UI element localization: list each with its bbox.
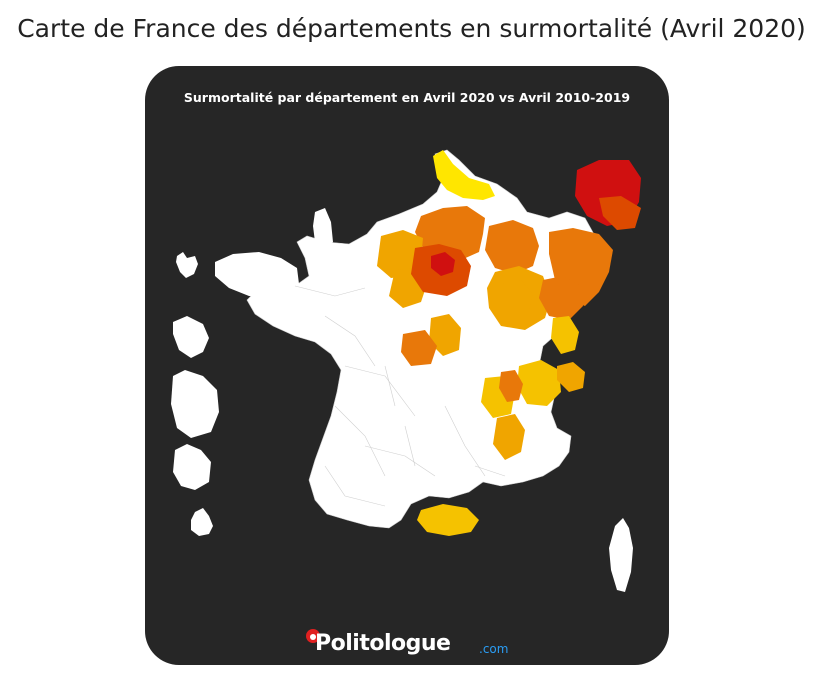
brittany: [215, 252, 299, 298]
region-alsace-south: [599, 196, 641, 230]
region-provence: [417, 504, 479, 536]
region-idf-inner: [431, 252, 455, 276]
region-franche-comte: [539, 276, 583, 320]
region-marne-east: [485, 220, 539, 274]
region-drome: [493, 414, 525, 460]
region-jura: [551, 316, 579, 354]
department-borders: [294, 285, 506, 507]
politologue-logo: Politologue .com: [305, 628, 515, 664]
region-allier: [429, 314, 461, 356]
overseas-reunion: [173, 444, 211, 490]
cotentin: [313, 208, 333, 248]
marianne-icon: [306, 629, 320, 643]
map-card: Surmortalité par département en Avril 20…: [145, 66, 669, 665]
region-nord: [433, 150, 495, 200]
map-title: Surmortalité par département en Avril 20…: [183, 90, 631, 105]
region-loire: [499, 370, 523, 402]
logo-text: Politologue: [315, 631, 451, 656]
region-yonne: [499, 280, 533, 316]
overseas-mayotte: [191, 508, 213, 536]
overseas-guadeloupe: [176, 252, 198, 278]
overseas-martinique: [173, 316, 209, 358]
region-haute-savoie: [557, 362, 585, 392]
region-puy-de-dome: [401, 330, 437, 366]
overseas-guyane: [171, 370, 219, 438]
logo-suffix: .com: [479, 642, 509, 656]
page-title: Carte de France des départements en surm…: [17, 14, 806, 43]
france-map: [171, 149, 641, 592]
corsica: [609, 518, 633, 592]
region-rhone-ain: [517, 360, 561, 406]
region-eure-loir: [377, 230, 423, 278]
